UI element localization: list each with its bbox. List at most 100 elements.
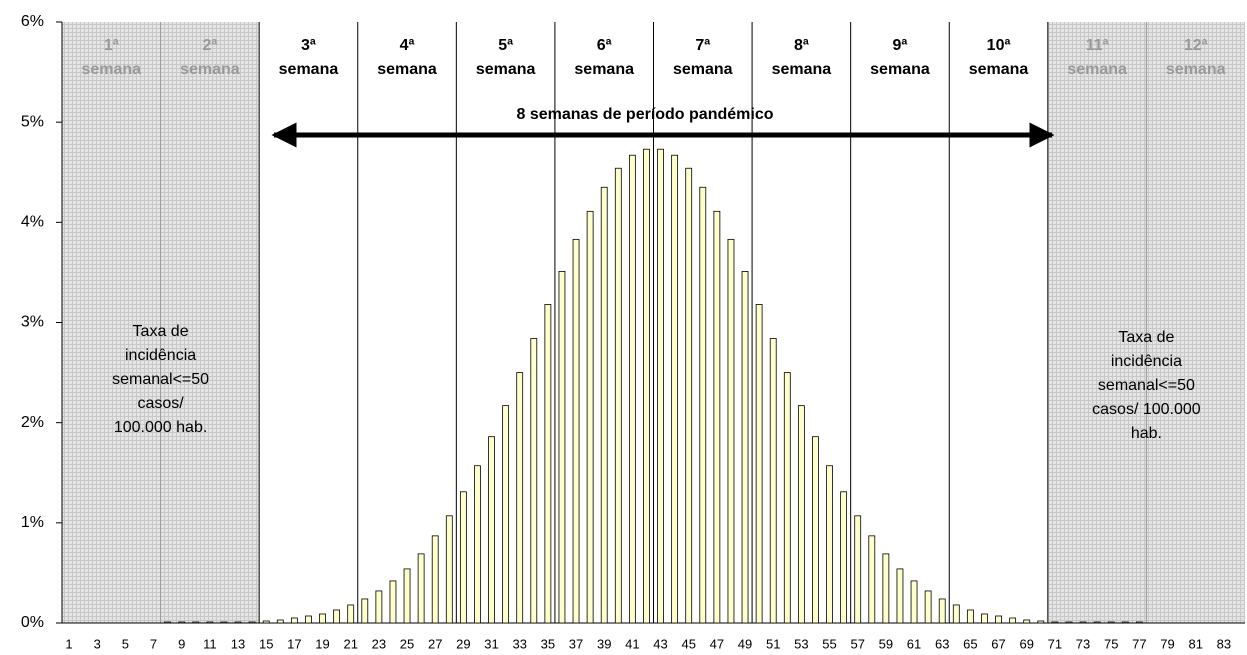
bar	[600, 186, 608, 624]
x-tick-label: 53	[794, 636, 808, 651]
bar	[234, 621, 242, 624]
week-label: semana	[279, 61, 339, 78]
bar	[840, 491, 848, 624]
bar	[882, 553, 890, 624]
week-label: semana	[772, 61, 832, 78]
bar	[403, 568, 411, 624]
bar	[966, 609, 974, 624]
bar	[558, 271, 566, 624]
bar	[488, 436, 495, 624]
week-label: 2ª	[202, 37, 217, 54]
bar	[305, 615, 312, 624]
week-label: 10ª	[987, 37, 1011, 54]
x-tick-label: 39	[597, 636, 611, 651]
x-tick-label: 41	[625, 636, 639, 651]
note: Taxa de	[133, 323, 189, 340]
week-label: semana	[870, 61, 930, 78]
week-label: semana	[81, 61, 141, 78]
bar	[1079, 621, 1087, 624]
week-label: semana	[969, 61, 1029, 78]
x-tick-label: 83	[1217, 636, 1231, 651]
bar	[699, 186, 707, 624]
x-tick-label: 45	[681, 636, 695, 651]
bar	[389, 580, 397, 624]
note: semanal<=50	[1098, 377, 1195, 394]
x-tick-label: 49	[738, 636, 752, 651]
bar	[474, 465, 481, 624]
bar	[741, 271, 749, 624]
x-tick-label: 9	[178, 636, 185, 651]
week-label: 4ª	[400, 37, 415, 54]
bar	[417, 553, 425, 624]
x-tick-label: 27	[428, 636, 442, 651]
bar	[628, 154, 636, 624]
x-tick-label: 29	[456, 636, 470, 651]
shaded-region	[62, 22, 161, 623]
note: 100.000 hab.	[114, 419, 207, 436]
bar	[657, 148, 664, 624]
bar	[1037, 620, 1045, 624]
bar	[459, 491, 467, 624]
x-tick-label: 33	[512, 636, 526, 651]
x-tick-label: 57	[850, 636, 864, 651]
x-tick-label: 35	[541, 636, 555, 651]
week-label: 12ª	[1184, 37, 1208, 54]
x-tick-label: 71	[1048, 636, 1062, 651]
arrow-label: 8 semanas de período pandémico	[517, 106, 774, 123]
x-tick-label: 17	[287, 636, 301, 651]
week-label: 3ª	[301, 37, 316, 54]
bar	[178, 621, 186, 624]
bar	[530, 338, 538, 624]
x-tick-label: 59	[879, 636, 893, 651]
bar	[1093, 621, 1101, 624]
x-tick-label: 11	[203, 636, 217, 651]
bar	[769, 338, 777, 624]
x-tick-label: 67	[991, 636, 1005, 651]
bar	[1135, 621, 1143, 624]
bar	[910, 580, 918, 624]
bar	[319, 613, 326, 624]
note: incidência	[125, 347, 196, 364]
bar	[572, 238, 580, 624]
week-label: 5ª	[498, 37, 513, 54]
x-tick-label: 63	[935, 636, 949, 651]
bar	[952, 604, 960, 624]
week-label: semana	[180, 61, 240, 78]
week-label: 11ª	[1086, 37, 1109, 54]
x-tick-label: 5	[122, 636, 129, 651]
x-tick-label: 69	[1019, 636, 1033, 651]
y-tick-label: 5%	[21, 113, 44, 130]
x-tick-label: 43	[653, 636, 667, 651]
shaded-region	[1146, 22, 1245, 623]
x-tick-label: 77	[1132, 636, 1146, 651]
bar	[276, 619, 284, 624]
x-tick-label: 25	[400, 636, 414, 651]
y-tick-label: 0%	[21, 614, 44, 631]
bar	[614, 167, 622, 624]
note: Taxa de	[1118, 329, 1174, 346]
bar	[812, 436, 819, 624]
x-tick-label: 73	[1076, 636, 1090, 651]
bar	[938, 598, 946, 624]
week-label: semana	[377, 61, 437, 78]
bar	[1009, 617, 1017, 624]
bar	[981, 613, 988, 624]
week-label: 6ª	[597, 37, 612, 54]
bar	[262, 620, 270, 624]
bar	[544, 304, 552, 624]
bar	[516, 372, 524, 624]
x-tick-label: 37	[569, 636, 583, 651]
x-tick-label: 75	[1104, 636, 1118, 651]
y-tick-label: 6%	[21, 13, 44, 30]
week-label: 9ª	[893, 37, 908, 54]
x-tick-label: 3	[94, 636, 101, 651]
x-tick-label: 23	[372, 636, 386, 651]
bar	[783, 372, 791, 624]
bar	[755, 304, 763, 624]
bar	[164, 621, 172, 624]
bar	[924, 590, 932, 624]
bar	[671, 154, 679, 624]
bar	[643, 148, 650, 624]
bar	[1065, 621, 1073, 624]
bar	[1051, 621, 1059, 624]
